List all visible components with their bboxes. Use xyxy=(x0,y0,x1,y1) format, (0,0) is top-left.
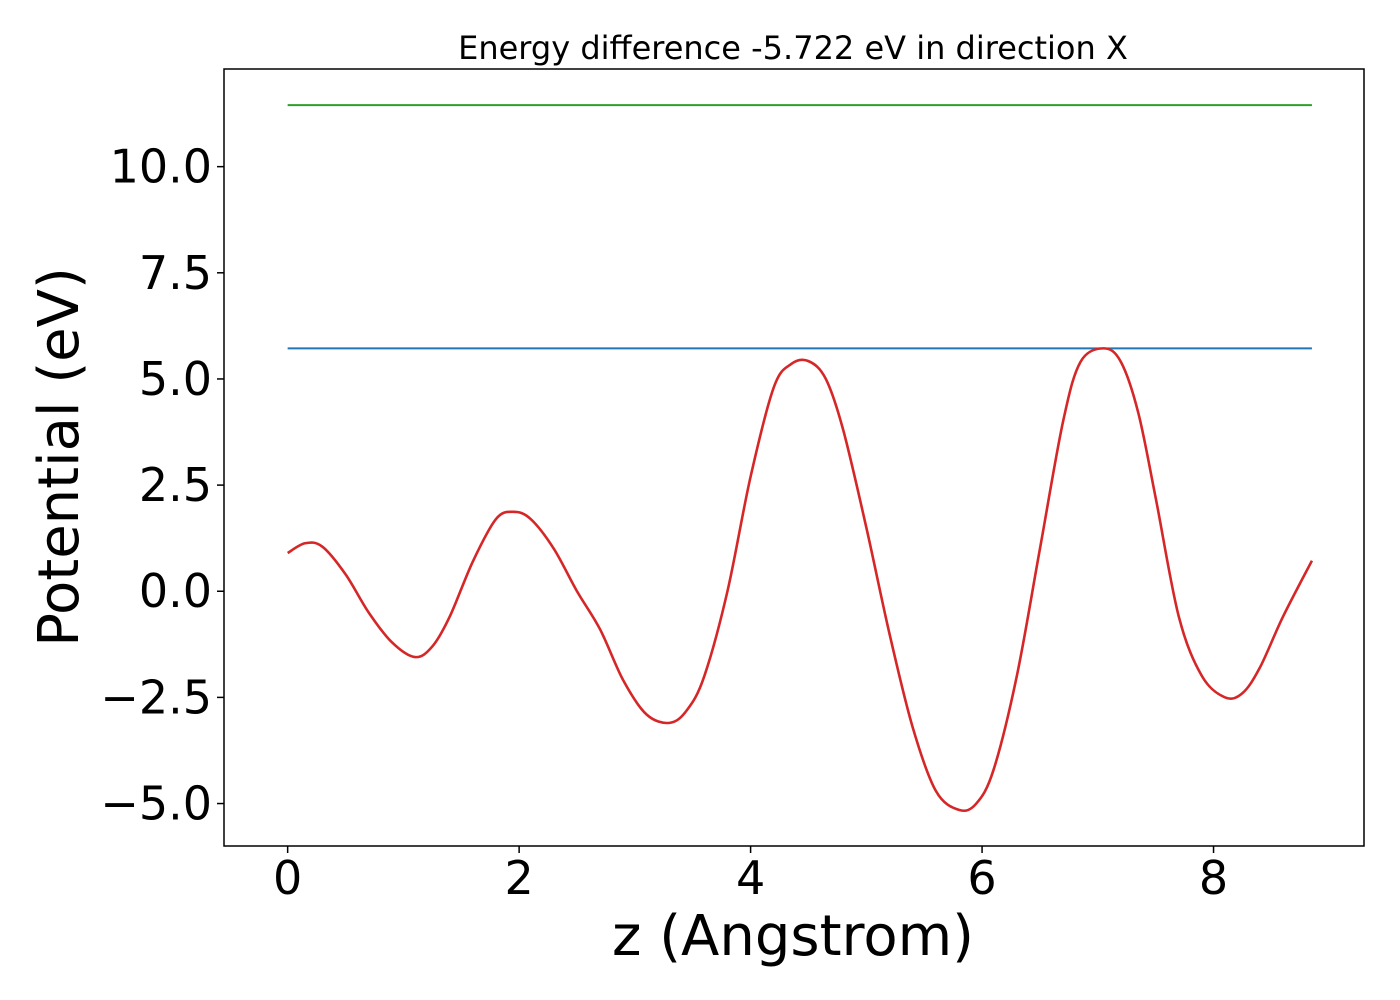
plot-frame xyxy=(223,68,1365,847)
series-layer xyxy=(286,104,1314,813)
y-tick-label: 7.5 xyxy=(139,246,212,300)
y-axis: −5.0 −2.5 0.0 2.5 5.0 7.5 10.0 xyxy=(100,140,224,831)
series-line-2 xyxy=(286,347,1314,813)
y-axis-label: Potential (eV) xyxy=(27,267,92,647)
x-tick-label: 8 xyxy=(1199,851,1228,905)
chart-title: Energy difference -5.722 eV in direction… xyxy=(458,29,1128,67)
x-tick-label: 4 xyxy=(736,851,765,905)
y-tick-label: −2.5 xyxy=(100,670,212,724)
y-tick-label: 0.0 xyxy=(139,564,212,618)
x-tick-label: 2 xyxy=(504,851,533,905)
x-axis-label: z (Angstrom) xyxy=(612,904,974,969)
x-tick-label: 0 xyxy=(273,851,302,905)
y-tick-label: −5.0 xyxy=(100,777,212,831)
y-tick-label: 10.0 xyxy=(110,140,212,194)
y-tick-label: 2.5 xyxy=(139,458,212,512)
y-tick-label: 5.0 xyxy=(139,352,212,406)
x-axis: 0 2 4 6 8 xyxy=(273,846,1228,905)
x-tick-label: 6 xyxy=(967,851,996,905)
